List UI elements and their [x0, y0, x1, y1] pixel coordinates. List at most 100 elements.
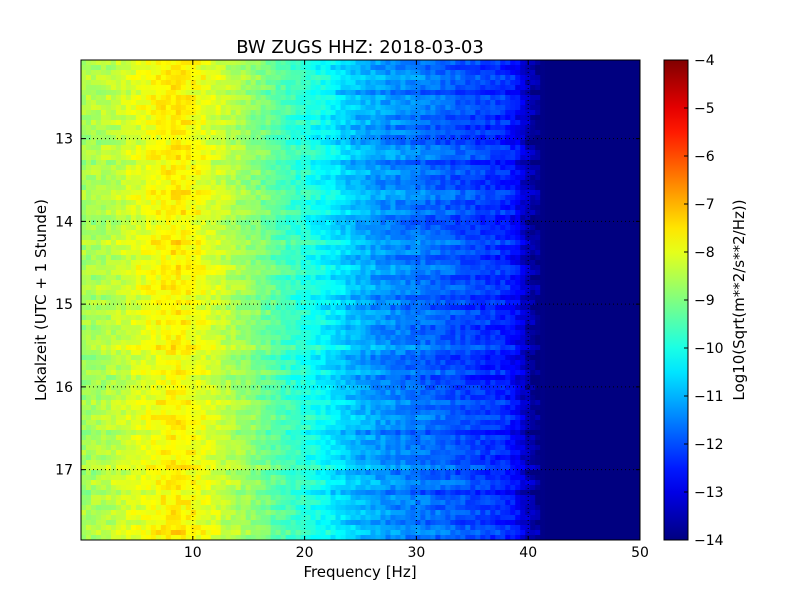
spectrogram-cell — [570, 90, 576, 96]
spectrogram-cell — [630, 120, 636, 126]
spectrogram-cell — [330, 90, 337, 96]
spectrogram-cell — [250, 90, 257, 96]
spectrogram-cell — [465, 125, 471, 131]
spectrogram-cell — [220, 260, 227, 266]
spectrogram-cell — [220, 200, 227, 206]
spectrogram-cell — [500, 150, 506, 156]
spectrogram-cell — [380, 115, 387, 121]
spectrogram-cell — [90, 145, 97, 151]
spectrogram-cell — [140, 170, 147, 176]
spectrogram-cell — [620, 120, 626, 126]
spectrogram-cell — [595, 240, 601, 246]
spectrogram-cell — [630, 160, 636, 166]
spectrogram-cell — [450, 65, 456, 71]
spectrogram-cell — [415, 250, 421, 256]
spectrogram-cell — [240, 120, 247, 126]
spectrogram-cell — [280, 125, 287, 131]
spectrogram-cell — [195, 245, 202, 251]
spectrogram-cell — [205, 220, 212, 226]
spectrogram-cell — [85, 225, 92, 231]
spectrogram-cell — [205, 225, 212, 231]
spectrogram-cell — [85, 170, 92, 176]
spectrogram-cell — [355, 130, 362, 136]
spectrogram-cell — [400, 145, 407, 151]
spectrogram-cell — [450, 125, 456, 131]
spectrogram-cell — [195, 160, 202, 166]
spectrogram-cell — [350, 255, 357, 261]
spectrogram-cell — [220, 190, 227, 196]
spectrogram-cell — [320, 170, 327, 176]
spectrogram-cell — [130, 230, 137, 236]
spectrogram-cell — [170, 85, 177, 91]
spectrogram-cell — [130, 150, 137, 156]
spectrogram-cell — [185, 245, 192, 251]
spectrogram-cell — [320, 190, 327, 196]
spectrogram-cell — [255, 185, 262, 191]
spectrogram-cell — [215, 215, 222, 221]
spectrogram-cell — [180, 160, 187, 166]
spectrogram-cell — [130, 205, 137, 211]
spectrogram-cell — [135, 270, 142, 276]
spectrogram-cell — [365, 220, 372, 226]
spectrogram-cell — [530, 265, 536, 271]
spectrogram-cell — [500, 70, 506, 76]
spectrogram-cell — [630, 170, 636, 176]
spectrogram-cell — [115, 230, 122, 236]
spectrogram-cell — [155, 150, 162, 156]
spectrogram-cell — [150, 210, 157, 216]
spectrogram-cell — [635, 270, 640, 276]
spectrogram-cell — [200, 240, 207, 246]
spectrogram-cell — [185, 260, 192, 266]
spectrogram-cell — [115, 205, 122, 211]
spectrogram-cell — [81, 65, 87, 71]
spectrogram-cell — [135, 95, 142, 101]
spectrogram-cell — [390, 265, 397, 271]
spectrogram-cell — [415, 120, 421, 126]
spectrogram-cell — [130, 145, 137, 151]
spectrogram-cell — [260, 235, 267, 241]
spectrogram-cell — [120, 170, 127, 176]
spectrogram-cell — [395, 120, 402, 126]
spectrogram-cell — [575, 230, 581, 236]
spectrogram-cell — [90, 130, 97, 136]
spectrogram-cell — [265, 60, 272, 66]
spectrogram-cell — [555, 150, 561, 156]
spectrogram-cell — [270, 245, 277, 251]
spectrogram-cell — [155, 270, 162, 276]
spectrogram-cell — [535, 235, 541, 241]
spectrogram-cell — [235, 215, 242, 221]
spectrogram-cell — [205, 160, 212, 166]
spectrogram-cell — [410, 190, 416, 196]
spectrogram-cell — [240, 240, 247, 246]
spectrogram-cell — [185, 200, 192, 206]
spectrogram-cell — [515, 210, 521, 216]
spectrogram-cell — [460, 260, 466, 266]
spectrogram-cell — [205, 170, 212, 176]
spectrogram-cell — [380, 170, 387, 176]
spectrogram-cell — [180, 85, 187, 91]
spectrogram-cell — [405, 135, 412, 141]
spectrogram-cell — [335, 120, 342, 126]
spectrogram-cell — [555, 95, 561, 101]
spectrogram-cell — [525, 235, 531, 241]
spectrogram-cell — [455, 195, 461, 201]
spectrogram-cell — [155, 75, 162, 81]
spectrogram-cell — [530, 255, 536, 261]
spectrogram-cell — [85, 160, 92, 166]
spectrogram-cell — [125, 220, 132, 226]
spectrogram-cell — [475, 240, 481, 246]
spectrogram-cell — [185, 95, 192, 101]
spectrogram-cell — [510, 120, 516, 126]
spectrogram-cell — [540, 80, 546, 86]
spectrogram-cell — [635, 75, 640, 81]
spectrogram-cell — [160, 135, 167, 141]
spectrogram-cell — [500, 205, 506, 211]
spectrogram-cell — [365, 160, 372, 166]
spectrogram-cell — [350, 85, 357, 91]
spectrogram-cell — [220, 270, 227, 276]
spectrogram-cell — [570, 215, 576, 221]
spectrogram-cell — [155, 105, 162, 111]
spectrogram-cell — [160, 110, 167, 116]
spectrogram-cell — [575, 115, 581, 121]
spectrogram-cell — [280, 65, 287, 71]
